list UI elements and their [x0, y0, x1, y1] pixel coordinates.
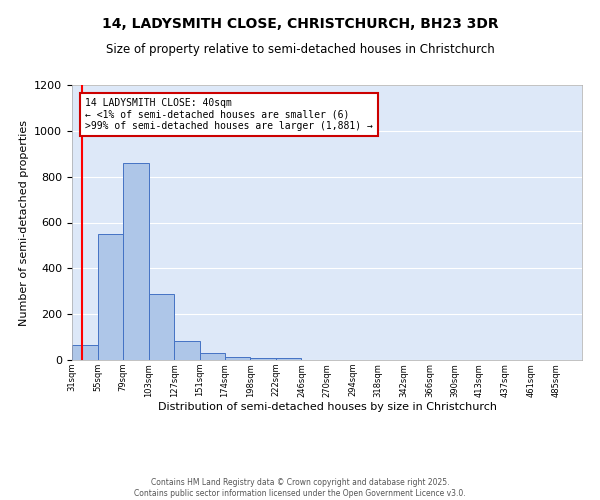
Bar: [224, 356, 250, 360]
Text: 14 LADYSMITH CLOSE: 40sqm
← <1% of semi-detached houses are smaller (6)
>99% of : 14 LADYSMITH CLOSE: 40sqm ← <1% of semi-…: [85, 98, 373, 131]
Bar: [98, 234, 123, 360]
Bar: [276, 358, 301, 360]
Text: Contains HM Land Registry data © Crown copyright and database right 2025.
Contai: Contains HM Land Registry data © Crown c…: [134, 478, 466, 498]
X-axis label: Distribution of semi-detached houses by size in Christchurch: Distribution of semi-detached houses by …: [157, 402, 497, 412]
Bar: [175, 340, 200, 360]
Bar: [200, 353, 224, 360]
Bar: [123, 163, 149, 360]
Bar: [149, 294, 175, 360]
Text: Size of property relative to semi-detached houses in Christchurch: Size of property relative to semi-detach…: [106, 42, 494, 56]
Y-axis label: Number of semi-detached properties: Number of semi-detached properties: [19, 120, 29, 326]
Bar: [72, 345, 98, 360]
Bar: [250, 358, 276, 360]
Text: 14, LADYSMITH CLOSE, CHRISTCHURCH, BH23 3DR: 14, LADYSMITH CLOSE, CHRISTCHURCH, BH23 …: [101, 18, 499, 32]
